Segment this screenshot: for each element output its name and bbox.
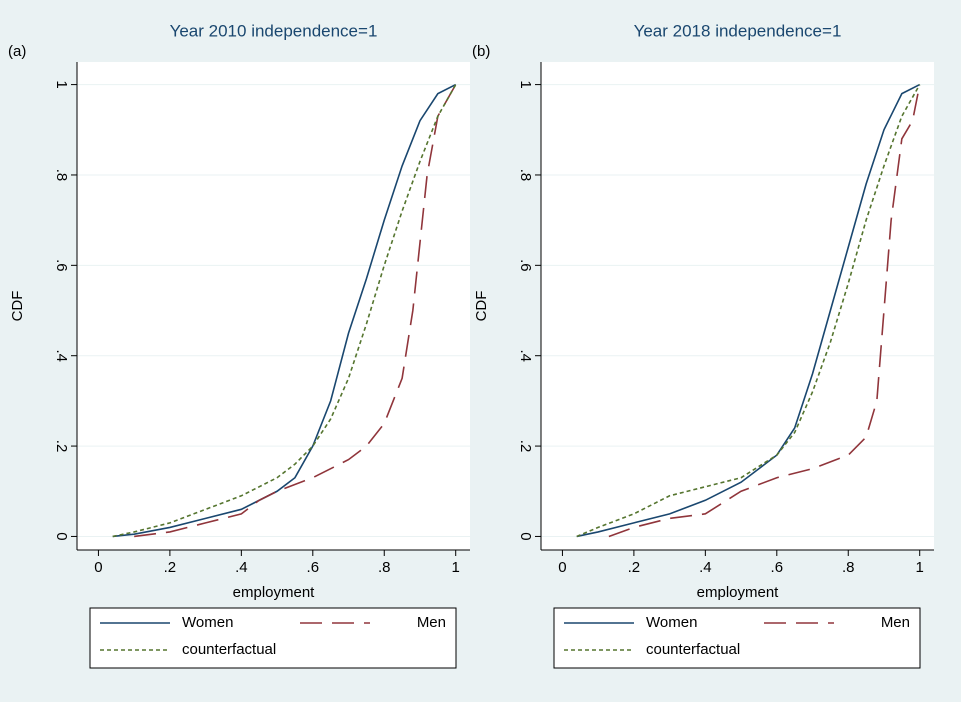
chart-title: Year 2010 independence=1 [170, 21, 378, 40]
y-tick-label: .2 [517, 440, 534, 453]
y-tick-label: 1 [517, 80, 534, 88]
x-tick-label: .2 [628, 559, 641, 576]
line-series [112, 83, 457, 538]
y-axis-label: CDF [473, 291, 490, 322]
x-tick-label: .6 [771, 559, 784, 576]
y-axis-label: CDF [9, 291, 26, 322]
x-tick-label: 0 [558, 559, 566, 576]
x-tick-label: .4 [699, 559, 712, 576]
y-tick-label: 0 [517, 532, 534, 540]
x-tick-label: .2 [164, 559, 177, 576]
y-tick-label: 1 [53, 80, 70, 88]
y-tick-label: .2 [53, 440, 70, 453]
line-series [134, 84, 457, 538]
legend-label: Women [646, 614, 697, 631]
legend-label: Men [417, 614, 446, 631]
chart-title: Year 2018 independence=1 [634, 21, 842, 40]
legend-label: counterfactual [182, 641, 276, 658]
x-tick-label: .8 [378, 559, 391, 576]
y-tick-label: .4 [53, 349, 70, 362]
legend-box [89, 607, 457, 669]
y-tick-label: 0 [53, 532, 70, 540]
x-axis-label: employment [697, 584, 780, 601]
legend-label: counterfactual [646, 641, 740, 658]
x-tick-label: 0 [94, 559, 102, 576]
line-series [576, 83, 921, 538]
plot-area [541, 62, 934, 550]
panel-label: (b) [472, 43, 490, 60]
line-series [608, 84, 921, 538]
x-tick-label: 1 [452, 559, 460, 576]
legend-box [553, 607, 921, 669]
x-axis-label: employment [233, 584, 316, 601]
line-series [576, 84, 921, 538]
x-tick-label: .8 [842, 559, 855, 576]
x-tick-label: .6 [307, 559, 320, 576]
plot-area [77, 62, 470, 550]
legend-label: Men [881, 614, 910, 631]
y-tick-label: .6 [517, 259, 534, 272]
y-tick-label: .8 [517, 169, 534, 182]
y-tick-label: .8 [53, 169, 70, 182]
x-tick-label: 1 [916, 559, 924, 576]
panel-label: (a) [8, 43, 26, 60]
y-tick-label: .4 [517, 349, 534, 362]
y-tick-label: .6 [53, 259, 70, 272]
line-series [112, 84, 457, 538]
x-tick-label: .4 [235, 559, 248, 576]
legend-label: Women [182, 614, 233, 631]
